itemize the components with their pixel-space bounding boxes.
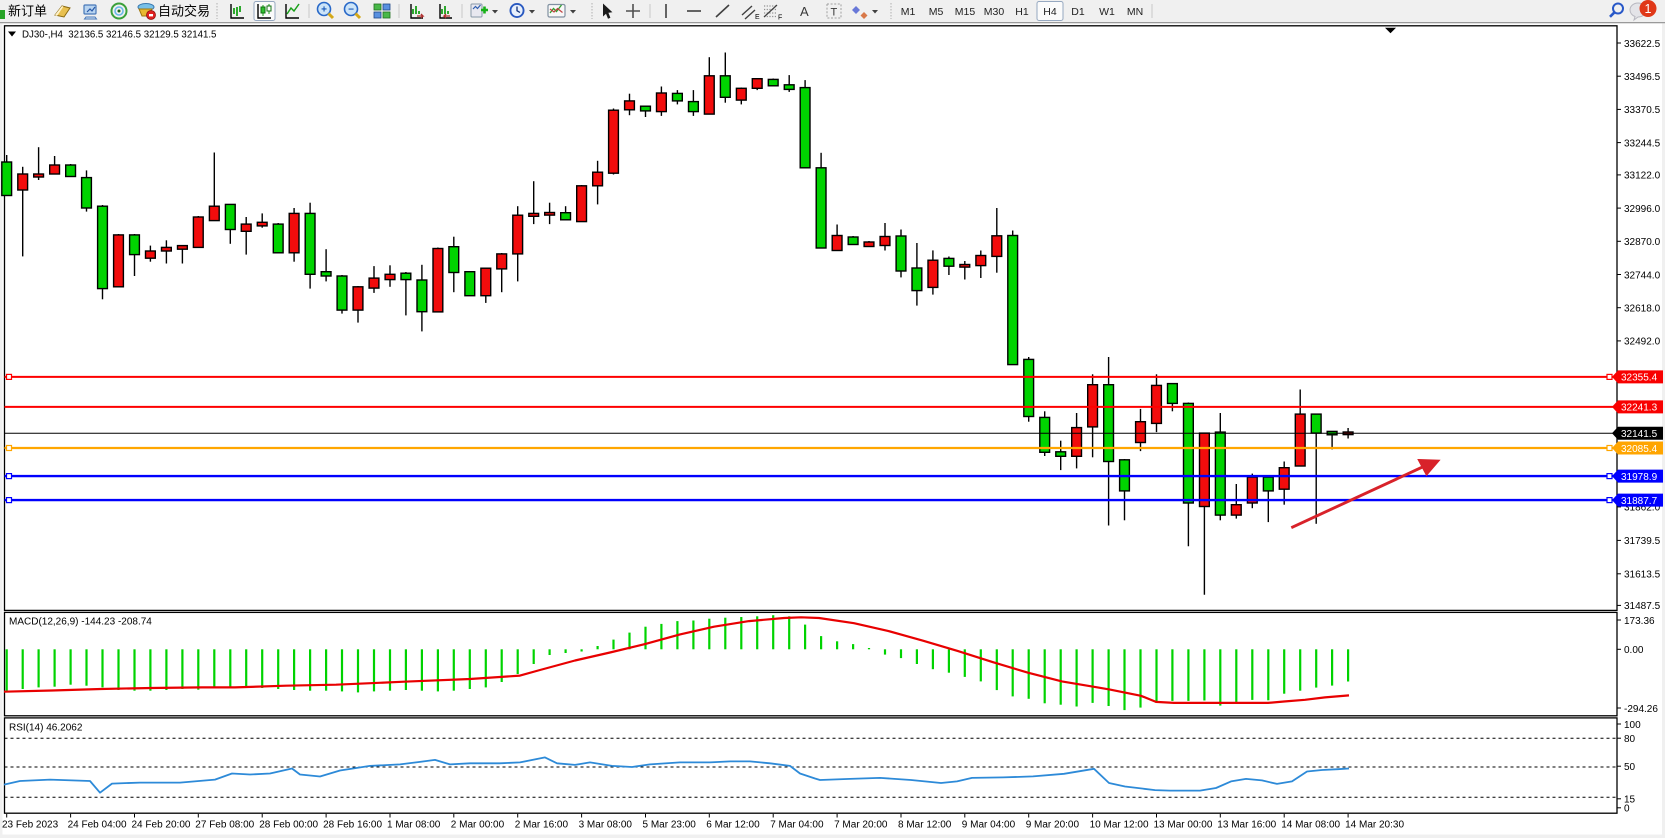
svg-text:31887.7: 31887.7 [1621,496,1658,507]
svg-text:24 Feb 04:00: 24 Feb 04:00 [68,820,127,831]
svg-text:32085.4: 32085.4 [1621,444,1658,455]
svg-text:2 Mar 16:00: 2 Mar 16:00 [515,820,569,831]
svg-text:31613.5: 31613.5 [1624,570,1661,581]
svg-text:13 Mar 16:00: 13 Mar 16:00 [1217,820,1276,831]
svg-text:173.36: 173.36 [1624,616,1655,627]
svg-text:32996.0: 32996.0 [1624,204,1661,215]
svg-text:2 Mar 00:00: 2 Mar 00:00 [451,820,505,831]
svg-text:28 Feb 16:00: 28 Feb 16:00 [323,820,382,831]
svg-text:1 Mar 08:00: 1 Mar 08:00 [387,820,441,831]
svg-text:13 Mar 00:00: 13 Mar 00:00 [1154,820,1213,831]
svg-text:33496.5: 33496.5 [1624,72,1661,83]
svg-text:32744.0: 32744.0 [1624,270,1661,281]
svg-text:50: 50 [1624,762,1636,773]
svg-text:27 Feb 08:00: 27 Feb 08:00 [195,820,254,831]
svg-text:0.00: 0.00 [1624,645,1644,656]
svg-text:0: 0 [1624,804,1630,815]
svg-text:32241.3: 32241.3 [1621,403,1658,414]
svg-text:MACD(12,26,9) -144.23 -208.74: MACD(12,26,9) -144.23 -208.74 [9,617,152,628]
svg-text:32870.0: 32870.0 [1624,237,1661,248]
svg-text:100: 100 [1624,720,1641,731]
svg-text:33370.5: 33370.5 [1624,105,1661,116]
svg-text:31862.0: 31862.0 [1624,503,1661,514]
svg-text:14 Mar 08:00: 14 Mar 08:00 [1281,820,1340,831]
svg-text:5 Mar 23:00: 5 Mar 23:00 [643,820,697,831]
svg-text:M30: M30 [984,6,1005,18]
svg-text:1: 1 [1645,2,1652,16]
svg-text:80: 80 [1624,734,1636,745]
svg-text:RSI(14) 46.2062: RSI(14) 46.2062 [9,723,83,734]
svg-text:14 Mar 20:30: 14 Mar 20:30 [1345,820,1404,831]
svg-text:H4: H4 [1043,6,1057,18]
svg-text:33122.0: 33122.0 [1624,171,1661,182]
svg-text:W1: W1 [1099,6,1115,18]
svg-text:31978.9: 31978.9 [1621,472,1658,483]
svg-text:32492.0: 32492.0 [1624,337,1661,348]
svg-text:M5: M5 [929,6,944,18]
svg-text:9 Mar 04:00: 9 Mar 04:00 [962,820,1016,831]
svg-text:DJ30-,H4 32136.5 32146.5 3212: DJ30-,H4 32136.5 32146.5 32129.5 32141.5 [22,30,216,41]
svg-text:T: T [831,7,838,19]
svg-text:自动交易: 自动交易 [158,4,210,19]
svg-text:H1: H1 [1015,6,1029,18]
svg-text:15: 15 [1624,795,1636,806]
svg-text:23 Feb 2023: 23 Feb 2023 [2,820,59,831]
svg-text:8 Mar 12:00: 8 Mar 12:00 [898,820,952,831]
svg-text:−: − [348,5,354,16]
svg-text:33244.5: 33244.5 [1624,138,1661,149]
svg-text:7 Mar 04:00: 7 Mar 04:00 [770,820,824,831]
svg-text:F: F [778,15,782,22]
svg-text:MN: MN [1127,6,1143,18]
svg-text:M15: M15 [955,6,976,18]
svg-text:32618.0: 32618.0 [1624,304,1661,315]
svg-text:新订单: 新订单 [8,4,47,19]
svg-text:7 Mar 20:00: 7 Mar 20:00 [834,820,888,831]
svg-text:33622.5: 33622.5 [1624,39,1661,50]
svg-text:28 Feb 00:00: 28 Feb 00:00 [259,820,318,831]
svg-text:3 Mar 08:00: 3 Mar 08:00 [579,820,633,831]
svg-text:31739.5: 31739.5 [1624,536,1661,547]
svg-text:E: E [755,14,760,21]
svg-text:D1: D1 [1071,6,1085,18]
svg-text:-294.26: -294.26 [1624,704,1658,715]
svg-text:+: + [321,5,327,16]
svg-text:32355.4: 32355.4 [1621,373,1658,384]
svg-text:6 Mar 12:00: 6 Mar 12:00 [706,820,760,831]
svg-text:A: A [800,4,809,19]
svg-text:24 Feb 20:00: 24 Feb 20:00 [132,820,191,831]
svg-text:32141.5: 32141.5 [1621,429,1658,440]
svg-text:31487.5: 31487.5 [1624,601,1661,612]
svg-text:10 Mar 12:00: 10 Mar 12:00 [1090,820,1149,831]
svg-text:M1: M1 [901,6,916,18]
svg-text:9 Mar 20:00: 9 Mar 20:00 [1026,820,1080,831]
